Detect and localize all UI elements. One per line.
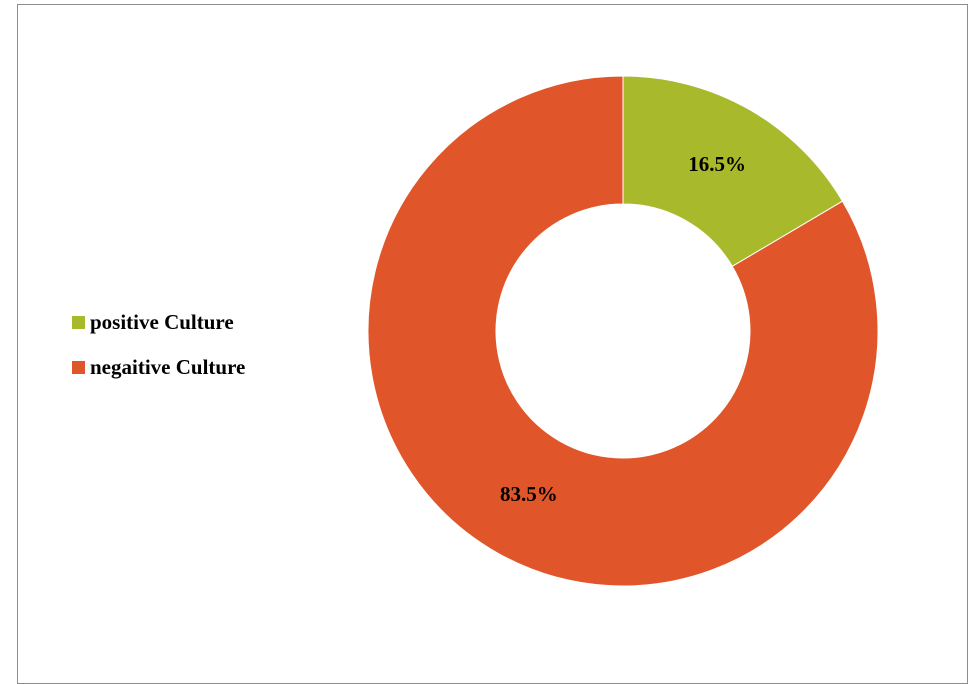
legend-swatch-negative <box>72 360 85 374</box>
chart-legend: positive Culture negaitive Culture <box>72 308 245 398</box>
legend-label-positive: positive Culture <box>90 309 234 334</box>
legend-label-negative: negaitive Culture <box>90 354 246 379</box>
donut-chart: 16.5% 83.5% <box>367 75 879 587</box>
legend-item-positive: positive Culture <box>72 308 245 336</box>
legend-swatch-positive <box>72 315 85 329</box>
slice-positive-culture <box>622 75 844 268</box>
donut-data-labels: 16.5% 83.5% <box>500 152 746 506</box>
donut-slices <box>367 75 879 587</box>
data-label-negaitive-culture: 83.5% <box>500 482 558 506</box>
legend-item-negative: negaitive Culture <box>72 353 245 381</box>
data-label-positive-culture: 16.5% <box>688 152 746 176</box>
slice-negaitive-culture <box>367 75 879 587</box>
